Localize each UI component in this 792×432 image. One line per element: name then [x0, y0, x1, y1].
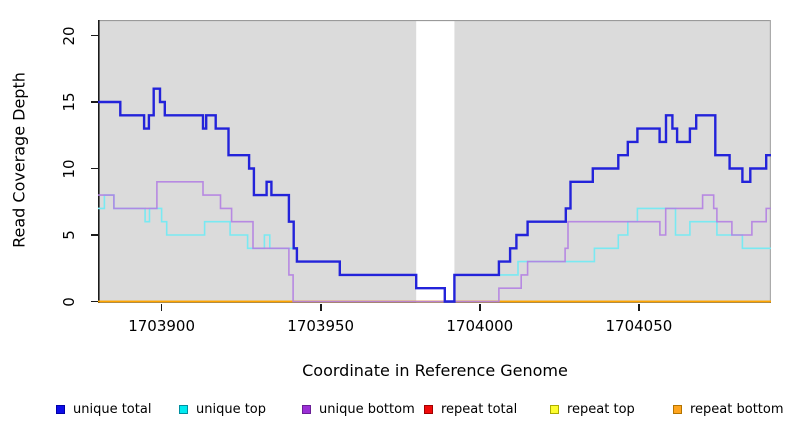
y-axis-tick-label: 20 [60, 25, 78, 46]
coverage-step-chart [98, 20, 771, 303]
y-axis-tick-label: 10 [60, 158, 78, 179]
legend-item-unique-top: unique top [179, 401, 266, 417]
y-axis-title: Read Coverage Depth [9, 72, 29, 248]
y-axis-tick-label: 0 [60, 296, 78, 307]
y-axis-tick [91, 300, 98, 303]
x-axis-tick-label: 1704000 [446, 317, 514, 335]
legend-item-unique-total: unique total [56, 401, 151, 417]
legend-item-repeat-bottom: repeat bottom [673, 401, 784, 417]
x-axis-tick-label: 1704050 [605, 317, 673, 335]
y-axis-tick [91, 167, 98, 170]
x-axis-tick [638, 303, 640, 311]
y-axis-tick-label: 15 [60, 92, 78, 112]
legend-swatch-repeat-bottom [673, 404, 682, 414]
coverage-gap-band [416, 20, 455, 303]
x-axis-tick-label: 1703950 [287, 317, 355, 335]
legend-swatch-repeat-total [424, 404, 433, 414]
series-unique-total-line [98, 87, 771, 303]
y-axis-tick [91, 34, 98, 37]
legend-item-unique-bottom: unique bottom [302, 401, 415, 417]
legend-item-repeat-top: repeat top [550, 401, 635, 417]
legend-swatch-unique-bottom [302, 404, 311, 414]
legend-label: repeat total [441, 401, 518, 417]
legend-item-repeat-total: repeat total [424, 401, 517, 417]
legend-swatch-unique-top [179, 404, 188, 414]
legend-swatch-repeat-top [550, 404, 559, 414]
legend-label: repeat bottom [690, 401, 784, 417]
plot-area [98, 20, 771, 303]
x-axis-title: Coordinate in Reference Genome [302, 361, 568, 380]
y-axis-tick [91, 101, 98, 103]
x-axis-tick [479, 303, 481, 311]
legend-label: unique total [73, 401, 152, 417]
legend-swatch-unique-total [56, 404, 65, 414]
series-unique-bottom-line [98, 181, 771, 303]
x-axis-tick [160, 303, 163, 311]
legend-label: repeat top [567, 401, 635, 417]
legend-label: unique bottom [319, 401, 415, 417]
x-axis-tick-label: 1703900 [128, 317, 195, 335]
x-axis-tick [320, 303, 322, 311]
legend-label: unique top [196, 401, 267, 417]
y-axis-tick [91, 234, 98, 236]
y-axis-tick-label: 5 [60, 230, 78, 240]
